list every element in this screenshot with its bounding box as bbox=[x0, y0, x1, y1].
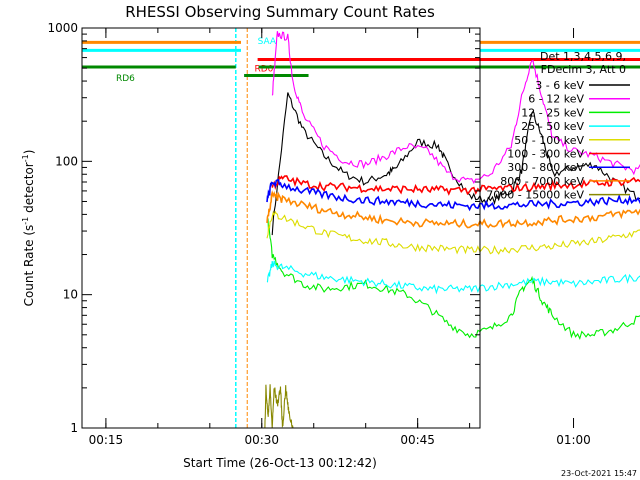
x-tick-label: 01:00 bbox=[556, 433, 591, 447]
legend-entry-label: 25 - 50 keV bbox=[521, 120, 584, 133]
legend-header-line: Det 1,3,4,5,6,9, bbox=[540, 50, 626, 63]
svg-text:Count Rate (s-1 detector-1): Count Rate (s-1 detector-1) bbox=[21, 150, 36, 307]
y-tick-label: 1 bbox=[70, 421, 78, 435]
series-line-5 bbox=[266, 210, 640, 255]
series-layer bbox=[264, 31, 640, 429]
legend-entry-label: 300 - 800 keV bbox=[507, 161, 584, 174]
footer-date: 23-Oct-2021 15:47 bbox=[561, 469, 637, 478]
saa-label: SAA bbox=[258, 37, 277, 47]
legend-entry-label: 3 - 6 keV bbox=[535, 79, 584, 92]
axes: 110100100000:1500:3000:4501:0001:1501:30… bbox=[47, 21, 591, 447]
y-axis-label: Count Rate (s-1 detector-1) bbox=[21, 150, 36, 307]
legend-header-line: FDecim 3, Att 0 bbox=[541, 63, 626, 76]
series-line-7 bbox=[266, 179, 640, 212]
legend-entry-label: 800 - 7000 keV bbox=[500, 175, 584, 188]
series-line-4 bbox=[266, 260, 640, 295]
series-line-3 bbox=[266, 217, 640, 341]
y-tick-label: 100 bbox=[55, 154, 78, 168]
series-line-9 bbox=[264, 384, 294, 429]
state-markers: SAA RD0 RD6 bbox=[82, 28, 640, 428]
x-tick-label: 00:45 bbox=[400, 433, 435, 447]
legend-entry-label: 100 - 300 keV bbox=[507, 148, 584, 161]
legend-entry-label: 12 - 25 keV bbox=[521, 106, 584, 119]
x-tick-label: 00:30 bbox=[244, 433, 279, 447]
legend: Det 1,3,4,5,6,9,FDecim 3, Att 0 3 - 6 keV… bbox=[486, 50, 630, 202]
legend-entry-label: 6 - 12 keV bbox=[528, 93, 584, 106]
plot-frame bbox=[81, 27, 481, 429]
rd6-label: RD6 bbox=[116, 74, 135, 84]
rd0-label: RD0 bbox=[255, 65, 274, 75]
legend-entry-label: 50 - 100 keV bbox=[514, 134, 584, 147]
x-axis-label: Start Time (26-Oct-13 00:12:42) bbox=[183, 456, 377, 470]
series-line-6 bbox=[271, 175, 640, 196]
series-line-2 bbox=[271, 31, 640, 184]
y-tick-label: 1000 bbox=[47, 21, 78, 35]
chart-title: RHESSI Observing Summary Count Rates bbox=[125, 3, 435, 21]
legend-entry-label: 7000 - 15000 keV bbox=[486, 189, 584, 202]
series-line-8 bbox=[266, 190, 640, 229]
x-tick-label: 00:15 bbox=[89, 433, 124, 447]
y-tick-label: 10 bbox=[63, 288, 78, 302]
series-line-1 bbox=[271, 92, 640, 236]
